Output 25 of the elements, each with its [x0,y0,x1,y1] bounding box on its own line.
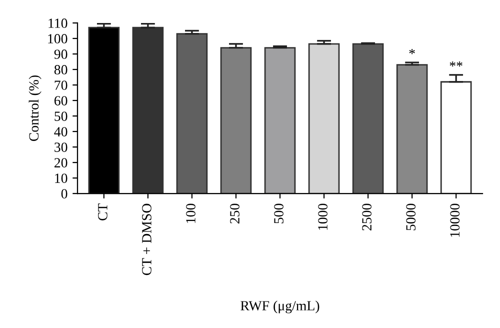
y-tick-label: 70 [54,80,68,90]
y-tick-label: 100 [48,34,68,44]
y-tick-label: 0 [61,189,68,198]
x-axis-title: RWF (μg/mL) [240,300,320,314]
x-tick-label: 500 [274,204,284,224]
y-tick-label: 60 [54,96,68,106]
y-tick-label: 90 [54,50,68,59]
y-tick-label: 30 [54,142,68,152]
x-tick-label: CT + DMSO [142,204,152,276]
x-tick-label: 1000 [318,204,328,230]
x-tick-label: 250 [230,204,240,224]
y-tick-label: 110 [48,18,68,28]
x-tick-label: 5000 [406,204,416,230]
y-tick-label: 50 [54,112,68,121]
annotation: ** [450,61,462,67]
annotation: * [409,49,415,54]
y-tick-label: 40 [54,127,68,136]
y-tick-label: 80 [54,65,68,74]
x-tick-label: 100 [186,204,196,223]
x-tick-label: 2500 [362,204,372,230]
x-tick-label: CT [98,203,108,220]
y-axis-title: Control (%) [28,75,42,142]
y-tick-label: 10 [55,174,68,183]
y-tick-label: 20 [54,158,68,168]
x-tick-label: 10000 [450,204,460,237]
